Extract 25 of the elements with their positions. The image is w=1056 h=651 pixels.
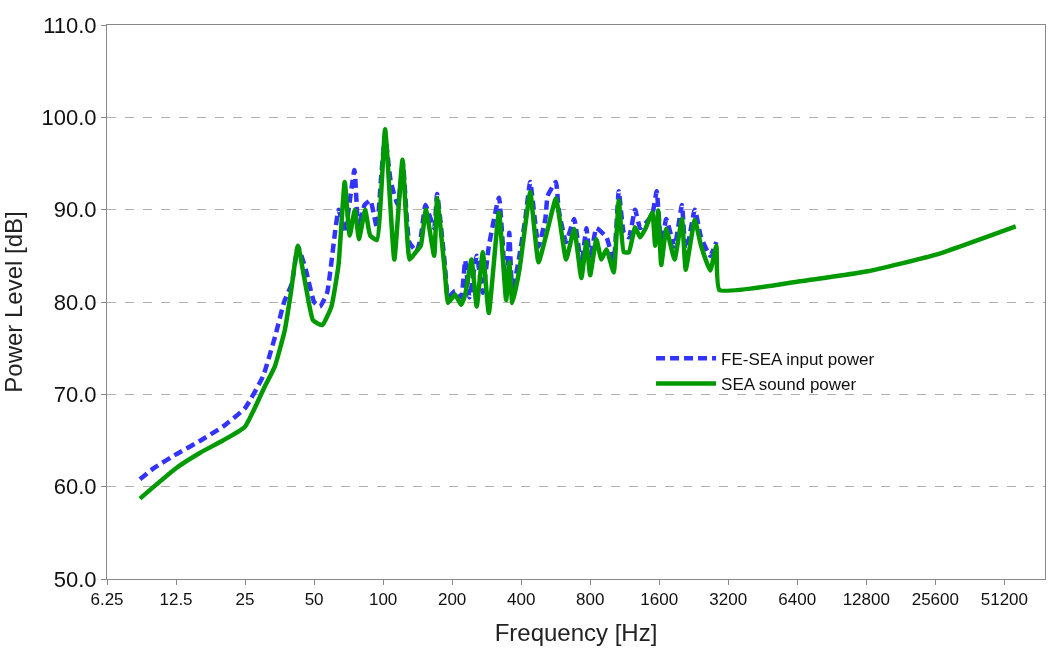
- x-tick-label: 6400: [778, 590, 817, 610]
- y-tick-label: 70.0: [53, 382, 97, 408]
- x-tick-label: 100: [368, 590, 398, 610]
- y-axis-title: Power Level [dB]: [0, 211, 27, 393]
- legend-label: SEA sound power: [721, 375, 857, 395]
- x-tick-label: 51200: [980, 590, 1028, 610]
- legend-label: FE-SEA input power: [721, 349, 875, 369]
- x-tick-label: 12800: [842, 590, 890, 610]
- x-tick-label: 25: [235, 590, 255, 610]
- x-tick-label: 50: [304, 590, 324, 610]
- y-tick-label: 100.0: [41, 105, 97, 131]
- x-tick-label: 6.25: [90, 590, 124, 610]
- x-tick-label: 25600: [911, 590, 959, 610]
- y-tick-label: 60.0: [53, 474, 97, 500]
- x-tick-label: 1600: [640, 590, 679, 610]
- x-tick-label: 3200: [709, 590, 748, 610]
- x-tick-label: 800: [576, 590, 605, 610]
- y-tick-label: 110.0: [43, 12, 97, 38]
- y-tick-label: 80.0: [53, 289, 97, 315]
- x-tick-label: 400: [506, 590, 536, 610]
- y-tick-label: 50.0: [53, 566, 97, 592]
- x-axis-title: Frequency [Hz]: [494, 618, 658, 646]
- x-tick-label: 12.5: [159, 590, 193, 610]
- y-tick-label: 90.0: [53, 197, 97, 223]
- x-tick-label: 200: [437, 590, 467, 610]
